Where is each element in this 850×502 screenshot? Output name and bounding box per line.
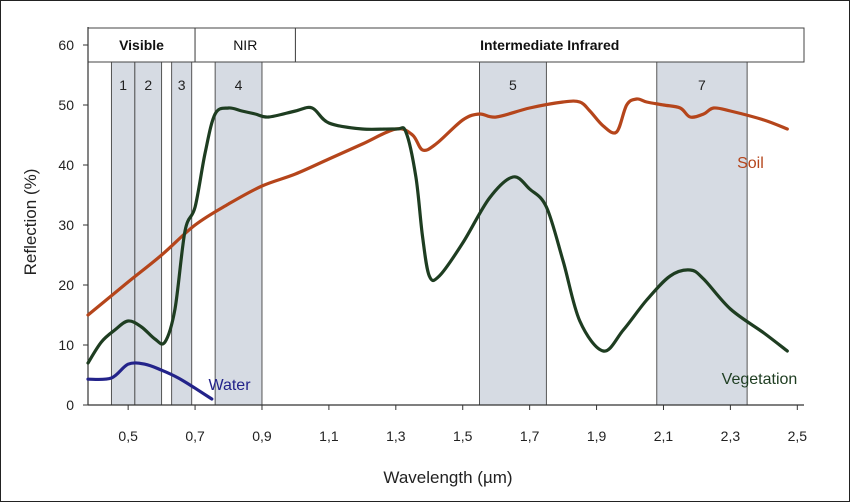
y-tick-label: 10 [58, 337, 74, 353]
x-axis-label: Wavelength (µm) [383, 468, 512, 487]
region-label-2: Intermediate Infrared [480, 37, 619, 53]
x-tick-label: 1,5 [453, 428, 473, 444]
x-tick-label: 2,5 [788, 428, 808, 444]
x-tick-label: 1,3 [386, 428, 406, 444]
series-line-vegetation [86, 105, 789, 365]
x-tick-label: 0,9 [252, 428, 272, 444]
y-tick-label: 30 [58, 217, 74, 233]
series-label-water: Water [208, 377, 251, 394]
y-tick-label: 50 [58, 97, 74, 113]
y-tick-label: 60 [58, 37, 74, 53]
y-tick-label: 0 [66, 397, 74, 413]
band-7 [656, 61, 748, 406]
band-label-7: 7 [698, 77, 706, 93]
region-box-0 [87, 27, 196, 63]
x-tick-label: 0,7 [185, 428, 205, 444]
band-label-2: 2 [144, 77, 152, 93]
region-box-1 [194, 27, 296, 63]
x-tick-label: 1,9 [587, 428, 607, 444]
bands-layer: 1 2 3 4 5 7 [110, 61, 748, 406]
y-tick-label: 40 [58, 157, 74, 173]
series-layer [86, 97, 789, 401]
band-label-3: 3 [178, 77, 186, 93]
series-label-soil: Soil [737, 155, 764, 172]
band-3 [171, 61, 193, 406]
region-box-2 [294, 27, 805, 63]
series-line-soil [86, 97, 789, 317]
x-tick-label: 1,7 [520, 428, 540, 444]
x-tick-label: 1,1 [319, 428, 339, 444]
series-labels: Soil Vegetation Water [208, 155, 797, 394]
band-label-1: 1 [119, 77, 127, 93]
regions-header: Visible NIR Intermediate Infrared [87, 27, 805, 63]
band-1 [110, 61, 136, 406]
x-tick-label: 0,5 [118, 428, 138, 444]
region-label-0: Visible [119, 37, 164, 53]
x-tick-label: 2,3 [721, 428, 741, 444]
axes: 0,5 0,7 0,9 1,1 1,3 1,5 1,7 1,9 2,1 2,3 2,5 0 10 20 30… [58, 27, 807, 444]
band-4 [214, 61, 263, 406]
series-label-vegetation: Vegetation [722, 371, 798, 388]
y-axis-label: Reflection (%) [21, 169, 40, 276]
y-tick-label: 20 [58, 277, 74, 293]
band-label-4: 4 [235, 77, 243, 93]
region-label-1: NIR [233, 37, 257, 53]
band-label-5: 5 [509, 77, 517, 93]
band-2 [134, 61, 163, 406]
x-tick-label: 2,1 [654, 428, 674, 444]
series-line-water [86, 361, 214, 401]
